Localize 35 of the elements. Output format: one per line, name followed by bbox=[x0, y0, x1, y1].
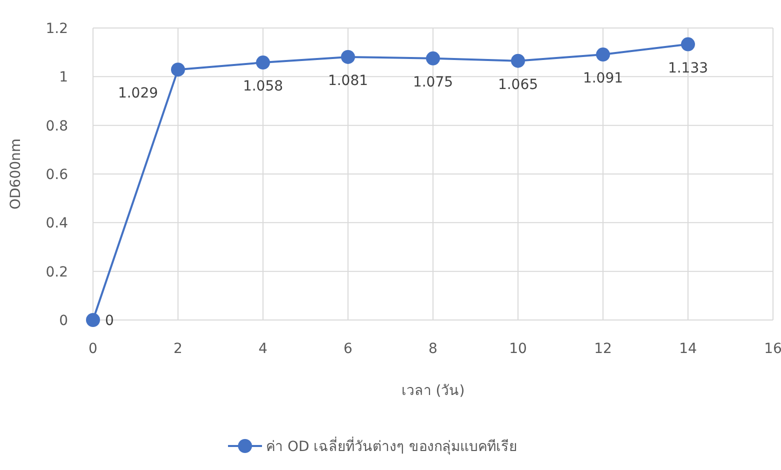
x-tick-label: 16 bbox=[764, 341, 781, 357]
data-label: 1.029 bbox=[118, 86, 158, 102]
y-tick-label: 0.4 bbox=[46, 216, 68, 232]
x-tick-label: 4 bbox=[258, 341, 268, 357]
x-tick-label: 8 bbox=[428, 341, 438, 357]
point bbox=[86, 313, 100, 327]
y-tick-label: 0 bbox=[59, 313, 68, 329]
point bbox=[511, 54, 525, 68]
x-tick-label: 10 bbox=[509, 341, 527, 357]
data-label: 1.081 bbox=[328, 72, 368, 89]
x-tick-label: 0 bbox=[88, 341, 98, 357]
x-tick-label: 2 bbox=[174, 341, 182, 357]
y-tick-label: 1 bbox=[59, 70, 68, 86]
legend-label: ค่า OD เฉลี่ยที่วันต่างๆ ของกลุ่มแบคทีเรีย bbox=[266, 437, 518, 455]
point bbox=[681, 37, 695, 52]
data-label: 1.091 bbox=[582, 70, 624, 87]
point bbox=[596, 48, 610, 62]
point bbox=[426, 51, 440, 66]
x-axis-title: เวลา (วัน) bbox=[401, 383, 465, 399]
x-tick-label: 12 bbox=[594, 341, 612, 357]
point bbox=[256, 56, 270, 70]
data-label: 1.065 bbox=[498, 76, 538, 93]
y-tick-label: 0.2 bbox=[46, 264, 68, 280]
point bbox=[171, 62, 185, 77]
data-label: 1.075 bbox=[412, 74, 454, 90]
y-tick-label: 0.8 bbox=[46, 118, 68, 134]
data-label: 1.133 bbox=[668, 60, 708, 76]
y-axis-title: OD600nm bbox=[8, 138, 24, 210]
data-label: 0 bbox=[105, 313, 114, 329]
y-tick-label: 0.6 bbox=[46, 167, 68, 183]
data-label: 1.058 bbox=[242, 78, 284, 95]
x-tick-label: 6 bbox=[344, 341, 353, 357]
x-tick-label: 14 bbox=[679, 341, 697, 357]
y-tick-label: 1.2 bbox=[46, 21, 68, 37]
point bbox=[341, 50, 355, 64]
